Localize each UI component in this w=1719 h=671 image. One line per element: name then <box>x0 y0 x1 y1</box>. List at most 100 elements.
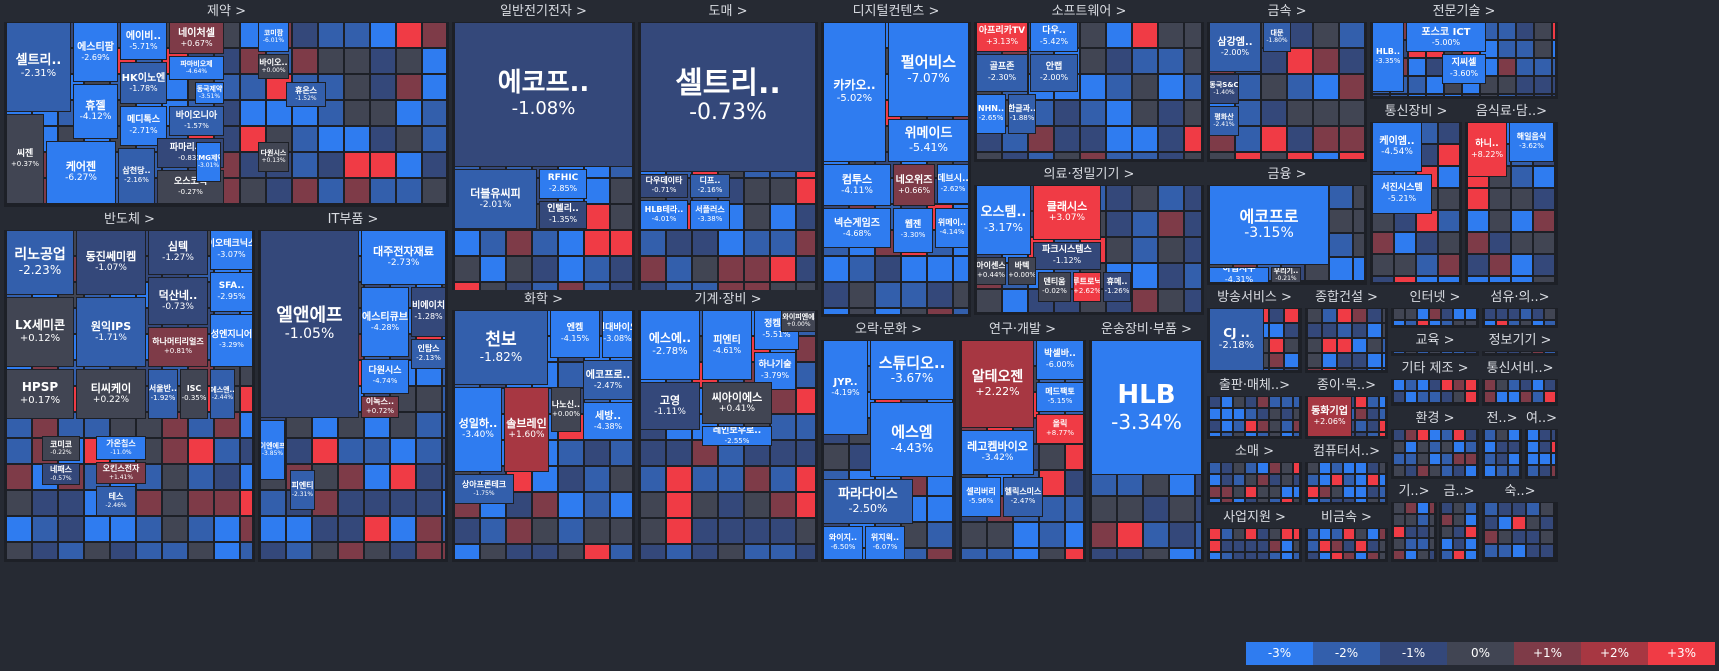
stock-cell[interactable] <box>1511 232 1533 254</box>
stock-cell[interactable] <box>1551 441 1556 453</box>
stock-cell[interactable] <box>640 256 666 282</box>
stock-cell[interactable] <box>976 152 1002 160</box>
stock-cell[interactable] <box>1429 526 1435 538</box>
sector-title[interactable]: 종이·목..> <box>1305 376 1388 396</box>
stock-cell[interactable] <box>744 204 770 230</box>
sector-title[interactable]: 오락·문화 > <box>821 320 956 340</box>
sector-block[interactable]: IT부품 > 엘앤에프 -1.05% 대주전자재료 -2.73% 에스티큐브 -4.28% 비… <box>258 210 448 562</box>
stock-tile[interactable]: 동국제약 -3.51% <box>195 82 224 104</box>
sector-block[interactable]: 금융 > 에코프로 -3.15% 하림지주 -4.31% 우리기.. -0.21% <box>1207 165 1367 285</box>
stock-cell[interactable] <box>1233 552 1245 560</box>
stock-cell[interactable] <box>744 518 770 544</box>
stock-tile[interactable]: 위지윅.. -6.07% <box>865 526 905 560</box>
stock-cell[interactable] <box>796 466 816 492</box>
stock-cell[interactable] <box>370 74 396 100</box>
stock-cell[interactable] <box>1453 441 1465 453</box>
stock-cell[interactable] <box>1245 498 1257 503</box>
stock-cell[interactable] <box>1257 528 1269 540</box>
stock-cell[interactable] <box>1520 308 1532 320</box>
stock-cell[interactable] <box>1520 403 1532 405</box>
stock-cell[interactable] <box>532 230 558 256</box>
stock-cell[interactable] <box>1339 74 1365 100</box>
stock-cell[interactable] <box>1438 276 1460 283</box>
stock-cell[interactable] <box>1390 94 1408 97</box>
stock-tile[interactable]: 이엔에프 -3.85% <box>260 420 285 480</box>
stock-cell[interactable] <box>1467 254 1489 276</box>
stock-cell[interactable] <box>1394 276 1416 283</box>
stock-cell[interactable] <box>1532 379 1544 391</box>
stock-cell[interactable] <box>292 178 318 204</box>
stock-cell[interactable] <box>1484 441 1496 453</box>
stock-cell[interactable] <box>110 204 136 206</box>
stock-cell[interactable] <box>1319 474 1331 486</box>
stock-cell[interactable] <box>1372 232 1394 254</box>
stock-cell[interactable] <box>1508 351 1520 354</box>
stock-cell[interactable] <box>1233 528 1245 540</box>
stock-cell[interactable] <box>1343 462 1355 474</box>
stock-tile[interactable]: 코미팜 -6.01% <box>258 22 289 52</box>
stock-cell[interactable] <box>1441 379 1453 391</box>
stock-cell[interactable] <box>162 204 188 206</box>
stock-cell[interactable] <box>796 178 816 204</box>
stock-tile[interactable]: 서진시스템 -5.21% <box>1372 174 1432 214</box>
stock-cell[interactable] <box>558 466 584 492</box>
stock-cell[interactable] <box>1441 526 1453 538</box>
stock-cell[interactable] <box>1453 526 1465 538</box>
stock-cell[interactable] <box>1555 122 1557 144</box>
stock-cell[interactable] <box>1438 144 1460 166</box>
stock-tile[interactable]: HLB테라.. -4.01% <box>640 200 688 230</box>
stock-tile[interactable]: 나노신.. +0.00% <box>551 387 581 432</box>
stock-cell[interactable] <box>1438 166 1460 188</box>
stock-cell[interactable] <box>875 308 901 315</box>
stock-cell[interactable] <box>1480 94 1498 97</box>
stock-cell[interactable] <box>1496 379 1508 391</box>
stock-cell[interactable] <box>214 490 240 516</box>
stock-cell[interactable] <box>1209 420 1221 432</box>
stock-cell[interactable] <box>1484 544 1498 558</box>
stock-cell[interactable] <box>260 542 286 560</box>
stock-cell[interactable] <box>1331 462 1343 474</box>
stock-cell[interactable] <box>1293 486 1300 498</box>
stock-cell[interactable] <box>1269 323 1284 338</box>
stock-cell[interactable] <box>344 74 370 100</box>
stock-cell[interactable] <box>1540 516 1554 530</box>
stock-cell[interactable] <box>1221 474 1233 486</box>
stock-cell[interactable] <box>1498 94 1516 97</box>
stock-cell[interactable] <box>1329 185 1353 209</box>
stock-cell[interactable] <box>666 440 692 466</box>
stock-cell[interactable] <box>1039 522 1065 548</box>
stock-cell[interactable] <box>1394 254 1416 276</box>
stock-cell[interactable] <box>1426 76 1444 94</box>
stock-cell[interactable] <box>1307 323 1322 338</box>
stock-cell[interactable] <box>584 466 610 492</box>
stock-cell[interactable] <box>1299 353 1301 368</box>
stock-cell[interactable] <box>849 256 875 282</box>
stock-cell[interactable] <box>1438 254 1460 276</box>
stock-cell[interactable] <box>370 204 396 206</box>
stock-tile[interactable]: 에스티팜 -2.69% <box>73 22 118 82</box>
stock-cell[interactable] <box>1293 552 1300 560</box>
stock-cell[interactable] <box>480 544 506 560</box>
stock-cell[interactable] <box>1417 403 1429 405</box>
stock-cell[interactable] <box>666 518 692 544</box>
stock-cell[interactable] <box>1305 281 1329 283</box>
stock-cell[interactable] <box>1269 338 1284 353</box>
stock-cell[interactable] <box>1498 502 1512 516</box>
stock-cell[interactable] <box>1552 94 1556 97</box>
stock-cell[interactable] <box>1533 254 1555 276</box>
sector-title[interactable]: 출판·매체..> <box>1207 376 1302 396</box>
sector-title[interactable]: 제약 > <box>4 2 449 22</box>
stock-cell[interactable] <box>770 492 796 518</box>
stock-cell[interactable] <box>1353 233 1365 257</box>
stock-cell[interactable] <box>1417 429 1429 441</box>
stock-cell[interactable] <box>1532 351 1544 354</box>
stock-cell[interactable] <box>1106 126 1132 152</box>
stock-cell[interactable] <box>1132 22 1158 48</box>
sector-title[interactable]: 소매 > <box>1207 442 1302 462</box>
stock-cell[interactable] <box>1441 351 1453 354</box>
stock-cell[interactable] <box>1209 462 1221 474</box>
stock-cell[interactable] <box>1367 323 1382 338</box>
stock-cell[interactable] <box>1284 308 1299 323</box>
stock-tile[interactable]: 바이오.. +0.00% <box>258 54 289 79</box>
stock-tile[interactable]: 에스엠 -4.43% <box>870 402 954 477</box>
